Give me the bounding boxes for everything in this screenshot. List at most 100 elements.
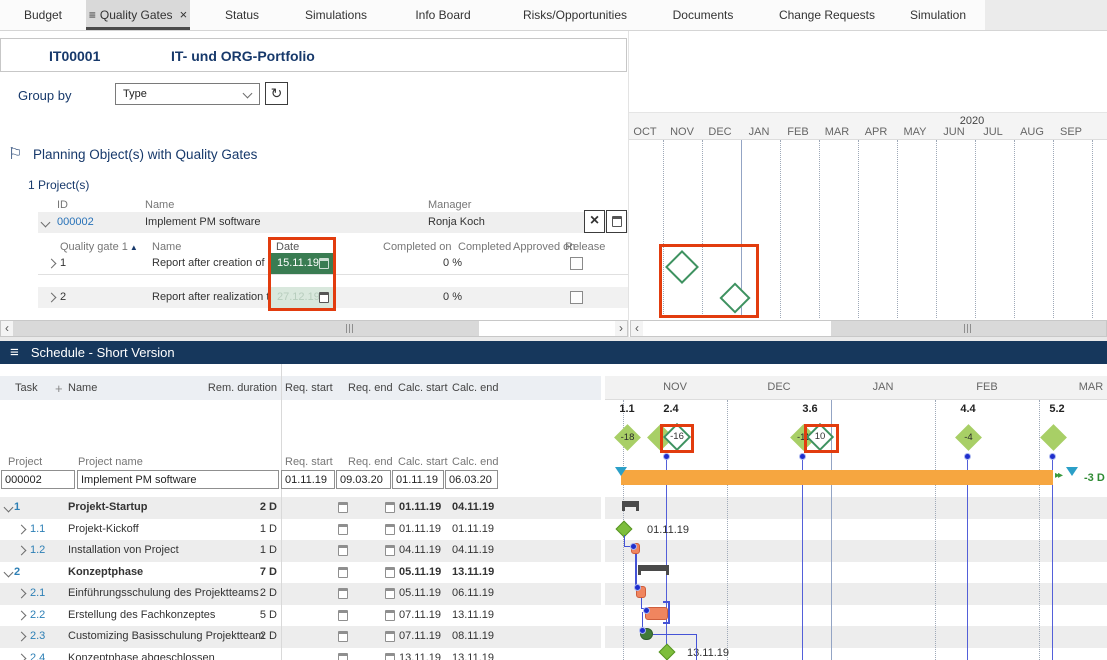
milestone-diamond[interactable] — [1039, 423, 1067, 451]
task-row[interactable]: 2.4 Konzeptphase abgeschlossen 13.11.19 … — [0, 648, 601, 660]
milestone-diamond[interactable]: -4 — [954, 423, 982, 451]
tab-simulation[interactable]: Simulation — [909, 8, 967, 22]
gate-date-cell[interactable]: 15.11.19 — [271, 253, 333, 274]
project-id-input[interactable] — [1, 470, 75, 489]
col-release[interactable]: Release — [565, 241, 606, 253]
tab-change-requests[interactable]: Change Requests — [778, 8, 876, 22]
expand-icon[interactable] — [46, 258, 57, 269]
project-name-input[interactable] — [77, 470, 279, 489]
task-row[interactable]: 1.2 Installation von Project 1 D 04.11.1… — [0, 540, 601, 562]
scrollbar-thumb[interactable] — [831, 321, 1106, 336]
tab-documents[interactable]: Documents — [672, 8, 734, 22]
expand-icon[interactable] — [16, 524, 27, 534]
calendar-icon[interactable] — [385, 631, 395, 642]
scroll-left-icon[interactable]: ‹ — [1, 321, 13, 336]
h-scrollbar-left-panel[interactable]: ‹ › — [0, 320, 628, 337]
col-req-start[interactable]: Req. start — [285, 382, 333, 394]
tab-menu-icon[interactable]: ≡ — [88, 8, 96, 22]
tab-close-icon[interactable]: × — [179, 7, 188, 22]
collapse-icon[interactable] — [3, 502, 14, 513]
task-row[interactable]: 1.1 Projekt-Kickoff 1 D 01.11.19 01.11.1… — [0, 519, 601, 541]
project-id-link[interactable]: 000002 — [57, 216, 94, 228]
calendar-icon[interactable] — [338, 588, 348, 599]
tab-budget[interactable]: Budget — [23, 8, 63, 22]
scroll-right-icon[interactable]: › — [615, 321, 627, 336]
add-task-icon[interactable]: + — [55, 381, 63, 396]
menu-icon[interactable]: ≡ — [10, 344, 19, 361]
release-checkbox[interactable] — [570, 257, 583, 270]
collapse-icon[interactable] — [40, 217, 51, 228]
expand-icon[interactable] — [46, 292, 57, 303]
gantt-summary-bar-2[interactable] — [638, 565, 669, 575]
col-task-name[interactable]: Name — [68, 382, 98, 394]
collapse-icon[interactable] — [3, 567, 14, 577]
release-checkbox[interactable] — [570, 291, 583, 304]
task-row[interactable]: 1 Projekt-Startup 2 D 01.11.19 04.11.19 — [0, 497, 601, 519]
col-task[interactable]: Task — [15, 382, 38, 394]
tab-quality-gates[interactable]: ≡ Quality Gates × — [86, 0, 190, 30]
col-date[interactable]: Date — [276, 241, 300, 253]
calendar-icon[interactable] — [338, 631, 348, 642]
gantt-bar-task-2-1[interactable] — [636, 586, 646, 598]
calendar-icon[interactable] — [319, 292, 329, 303]
group-by-select[interactable]: Type — [115, 83, 260, 105]
expand-icon[interactable] — [16, 653, 27, 660]
col-approved-on[interactable]: Approved on — [513, 241, 576, 253]
delete-button[interactable]: × — [584, 210, 605, 233]
col-calc-start[interactable]: Calc. start — [398, 382, 448, 394]
col-req-end[interactable]: Req. end — [348, 382, 393, 394]
col-completed[interactable]: Completed — [458, 241, 512, 253]
gantt-bar-task-1-2[interactable] — [631, 543, 640, 554]
task-calc-start: 05.11.19 — [399, 587, 442, 599]
refresh-button[interactable]: ↻ — [265, 82, 288, 105]
calendar-icon[interactable] — [385, 566, 395, 578]
calendar-icon[interactable] — [385, 609, 395, 621]
calendar-icon[interactable] — [338, 652, 348, 660]
calendar-icon[interactable] — [338, 609, 348, 621]
task-row[interactable]: 2.3 Customizing Basisschulung Projekttea… — [0, 626, 601, 648]
calendar-icon[interactable] — [385, 523, 395, 535]
calendar-icon[interactable] — [338, 502, 348, 513]
milestone-diamond[interactable]: -18 — [613, 423, 641, 451]
gantt-bar-task-2-2[interactable] — [645, 607, 668, 620]
col-completed-on[interactable]: Completed on — [383, 241, 452, 253]
req-start-input[interactable] — [281, 470, 335, 489]
expand-icon[interactable] — [16, 631, 27, 642]
expand-icon[interactable] — [16, 545, 27, 556]
tab-status[interactable]: Status — [224, 8, 260, 22]
month-label: JUN — [943, 126, 965, 138]
calendar-icon[interactable] — [385, 502, 395, 513]
task-row[interactable]: 2.2 Erstellung des Fachkonzeptes 5 D 07.… — [0, 605, 601, 627]
calc-start-input[interactable] — [392, 470, 444, 489]
col-gate-name[interactable]: Name — [152, 241, 182, 253]
col-calc-end[interactable]: Calc. end — [452, 382, 499, 394]
scroll-left-icon[interactable]: ‹ — [631, 321, 643, 336]
project-row[interactable]: 000002 Implement PM software Ronja Koch — [38, 212, 628, 233]
panel-splitter[interactable] — [601, 364, 605, 660]
calendar-button[interactable] — [606, 210, 627, 233]
task-row[interactable]: 2.1 Einführungsschulung des Projektteams… — [0, 583, 601, 605]
calendar-icon[interactable] — [338, 566, 348, 578]
calendar-icon[interactable] — [385, 588, 395, 599]
calendar-icon[interactable] — [338, 545, 348, 556]
calendar-icon[interactable] — [338, 523, 348, 535]
req-end-input[interactable] — [336, 470, 391, 489]
gantt-summary-bar-1[interactable] — [622, 501, 639, 511]
tab-risks-opportunities[interactable]: Risks/Opportunities — [522, 8, 628, 22]
connector-dot — [639, 627, 645, 633]
project-gantt-bar[interactable] — [621, 470, 1053, 485]
task-row[interactable]: 2 Konzeptphase 7 D 05.11.19 13.11.19 — [0, 562, 601, 584]
expand-icon[interactable] — [16, 588, 27, 599]
tab-info-board[interactable]: Info Board — [415, 8, 471, 22]
gate-date-cell[interactable]: 27.12.19 — [271, 287, 333, 308]
expand-icon[interactable] — [16, 610, 27, 620]
calc-end-input[interactable] — [445, 470, 498, 489]
tab-simulations[interactable]: Simulations — [304, 8, 368, 22]
col-quality-gate[interactable]: Quality gate 1 ▲ — [60, 241, 138, 253]
calendar-icon[interactable] — [385, 652, 395, 660]
h-scrollbar-gantt-panel[interactable]: ‹ — [630, 320, 1107, 337]
col-rem-duration[interactable]: Rem. duration — [207, 382, 277, 394]
calendar-icon[interactable] — [319, 258, 329, 269]
calendar-icon[interactable] — [385, 545, 395, 556]
scrollbar-thumb[interactable] — [13, 321, 479, 336]
